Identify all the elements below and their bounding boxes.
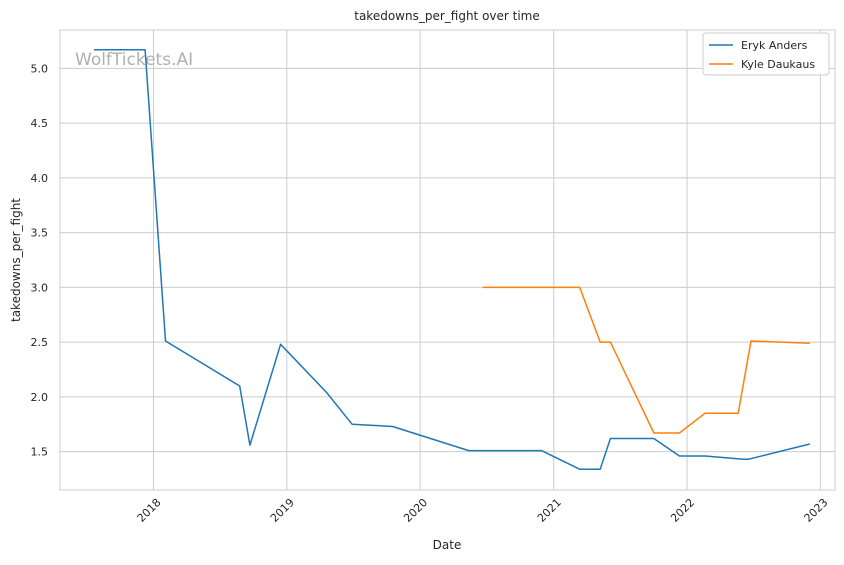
legend-box: [702, 32, 830, 76]
x-axis-label: Date: [433, 538, 462, 552]
y-tick-label: 4.5: [31, 117, 49, 130]
y-tick-label: 4.0: [31, 172, 49, 185]
legend: Eryk Anders Kyle Daukaus: [702, 32, 830, 76]
x-tick-label: 2022: [668, 496, 697, 525]
plot-area-frame: [59, 29, 836, 491]
x-tick-label: 2023: [802, 496, 831, 525]
legend-label: Kyle Daukaus: [741, 58, 815, 71]
y-tick-label: 1.5: [31, 446, 49, 459]
y-tick-label: 2.0: [31, 391, 49, 404]
series-line-eryk-anders: [94, 48, 810, 470]
x-tick-label: 2019: [268, 496, 297, 525]
series-line-kyle-daukaus: [482, 286, 810, 434]
y-tick-label: 3.5: [31, 227, 49, 240]
y-tick-label: 5.0: [31, 62, 49, 75]
y-tick-label: 3.0: [31, 281, 49, 294]
x-tick-label: 2018: [135, 496, 164, 525]
legend-label: Eryk Anders: [741, 39, 808, 52]
x-tick-label: 2021: [535, 496, 564, 525]
x-tick-labels: 2018 2019 2020 2021 2022 2023: [135, 496, 831, 525]
y-axis-label: takedowns_per_fight: [9, 198, 23, 322]
chart-title: takedowns_per_fight over time: [354, 9, 540, 23]
y-tick-labels: 1.5 2.0 2.5 3.0 3.5 4.0 4.5 5.0: [31, 62, 49, 458]
x-tick-label: 2020: [401, 496, 430, 525]
series: [94, 48, 810, 470]
watermark: WolfTickets.AI: [75, 50, 193, 70]
y-tick-label: 2.5: [31, 336, 49, 349]
grid: [60, 30, 835, 490]
